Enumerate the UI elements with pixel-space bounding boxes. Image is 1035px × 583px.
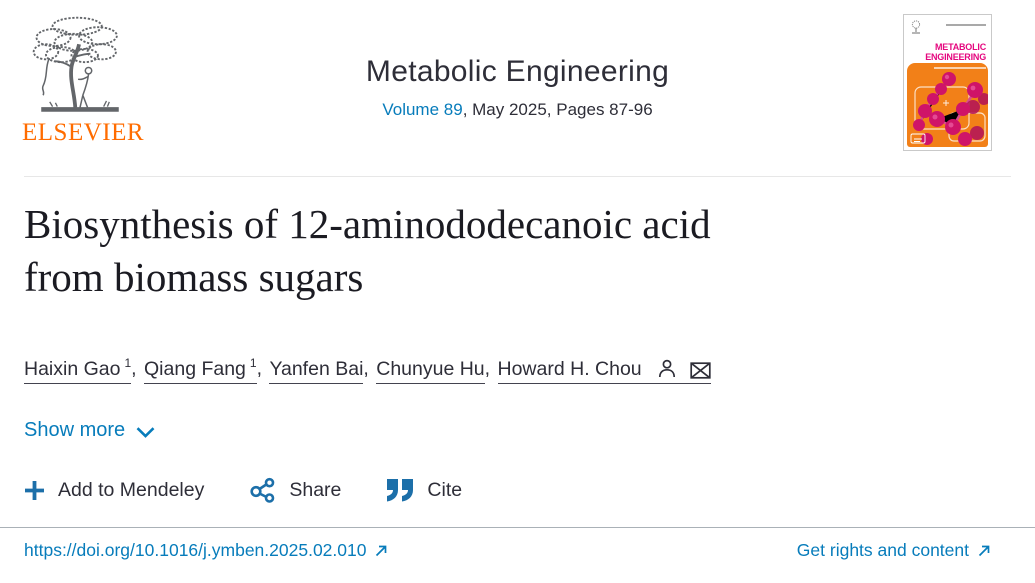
corresponding-author-icon[interactable] <box>657 359 677 379</box>
chevron-down-icon <box>136 426 155 438</box>
show-more-label: Show more <box>24 419 126 441</box>
share-label: Share <box>289 478 342 501</box>
author-link[interactable]: Chunyue Hu <box>376 357 485 384</box>
journal-cover-thumbnail[interactable]: METABOLIC ENGINEERING <box>903 14 992 151</box>
share-icon <box>250 477 275 503</box>
cite-button[interactable]: Cite <box>387 478 463 502</box>
quote-icon <box>387 478 414 501</box>
volume-link[interactable]: Volume 89 <box>382 100 463 119</box>
plus-icon <box>25 480 44 500</box>
author-link[interactable]: Haixin Gao 1 <box>24 356 132 384</box>
action-bar: Add to Mendeley Share Cite <box>24 477 462 503</box>
cover-molecule-art <box>910 72 988 146</box>
author-name: Howard H. Chou <box>497 357 642 380</box>
rights-link-label: Get rights and content <box>796 540 969 560</box>
cover-elsevier-mark-icon <box>911 20 921 34</box>
issue-line: Volume 89, May 2025, Pages 87-96 <box>0 100 1035 120</box>
author-affiliation-sup: 1 <box>249 356 257 370</box>
journal-title-link[interactable]: Metabolic Engineering <box>365 55 670 88</box>
journal-banner: Metabolic Engineering Volume 89, May 202… <box>0 55 1035 120</box>
author-name: Haixin Gao <box>24 357 121 380</box>
author-separator: , <box>256 357 270 380</box>
rights-link[interactable]: Get rights and content <box>797 540 991 561</box>
add-to-mendeley-label: Add to Mendeley <box>58 478 205 501</box>
elsevier-wordmark: ELSEVIER <box>22 119 145 146</box>
author-name: Yanfen Bai <box>269 357 364 380</box>
author-link[interactable]: Qiang Fang 1 <box>144 356 257 384</box>
author-name: Qiang Fang <box>144 357 246 380</box>
author-separator: , <box>484 357 498 380</box>
cover-subtitle-placeholder <box>934 67 986 69</box>
show-more-button[interactable]: Show more <box>24 419 155 442</box>
doi-link[interactable]: https://doi.org/10.1016/j.ymben.2025.02.… <box>24 540 388 561</box>
author-separator: , <box>131 357 144 380</box>
author-separator: , <box>363 357 377 380</box>
cover-art <box>907 63 988 147</box>
footer-divider <box>0 527 1035 528</box>
cover-journal-title: METABOLIC ENGINEERING <box>925 42 986 62</box>
author-link[interactable]: Howard H. Chou <box>497 357 711 384</box>
add-to-mendeley-button[interactable]: Add to Mendeley <box>24 479 204 502</box>
article-title: Biosynthesis of 12-aminododecanoic acid … <box>24 201 711 300</box>
author-link[interactable]: Yanfen Bai <box>269 357 364 384</box>
share-button[interactable]: Share <box>250 477 341 503</box>
external-link-icon <box>978 545 990 556</box>
author-affiliation-sup: 1 <box>124 356 132 370</box>
email-envelope-icon[interactable] <box>689 361 711 379</box>
author-name: Chunyue Hu <box>376 357 485 380</box>
external-link-icon <box>376 545 387 556</box>
elsevier-tree-icon <box>32 16 119 112</box>
doi-link-label: https://doi.org/10.1016/j.ymben.2025.02.… <box>24 540 367 560</box>
elsevier-logo[interactable]: ELSEVIER <box>22 12 144 147</box>
issue-info: , May 2025, Pages 87-96 <box>462 100 653 119</box>
header-divider <box>24 176 1011 177</box>
cover-issue-text-placeholder <box>946 24 986 26</box>
author-list: Haixin Gao 1, Qiang Fang 1, Yanfen Bai, Ch… <box>24 356 711 384</box>
cite-label: Cite <box>427 478 463 501</box>
